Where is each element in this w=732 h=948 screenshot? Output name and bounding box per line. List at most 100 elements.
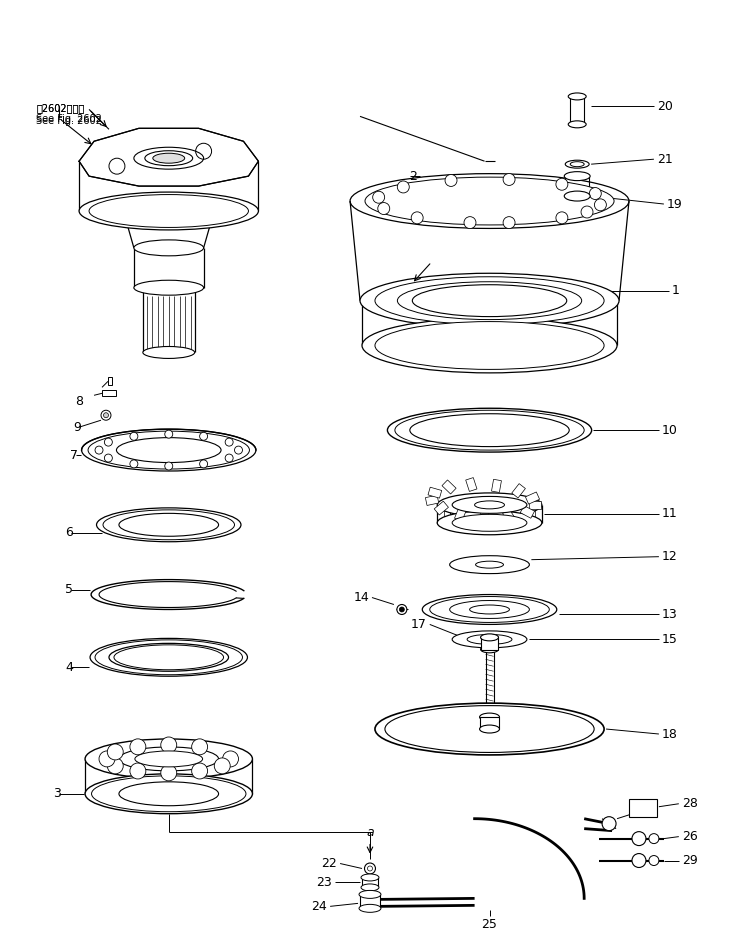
Ellipse shape: [481, 646, 498, 653]
Ellipse shape: [385, 705, 594, 753]
Circle shape: [411, 211, 423, 224]
Circle shape: [378, 203, 389, 214]
Ellipse shape: [568, 93, 586, 100]
Circle shape: [200, 460, 208, 468]
Ellipse shape: [350, 173, 629, 228]
Circle shape: [397, 605, 407, 614]
Circle shape: [130, 432, 138, 440]
Ellipse shape: [467, 634, 512, 645]
Ellipse shape: [360, 273, 619, 328]
Ellipse shape: [452, 497, 527, 514]
Text: a: a: [404, 294, 411, 307]
Bar: [503, 509, 516, 523]
Ellipse shape: [153, 154, 184, 163]
Ellipse shape: [85, 739, 253, 779]
Ellipse shape: [359, 904, 381, 912]
Circle shape: [367, 866, 373, 871]
Circle shape: [503, 173, 515, 186]
Ellipse shape: [134, 240, 203, 256]
Text: 4: 4: [65, 661, 73, 674]
Text: 26: 26: [681, 830, 698, 843]
Circle shape: [223, 751, 239, 767]
Ellipse shape: [479, 725, 499, 733]
Ellipse shape: [470, 605, 509, 614]
Text: 15: 15: [662, 633, 678, 646]
Circle shape: [225, 438, 233, 447]
Bar: [629, 799, 657, 816]
Text: 25: 25: [482, 919, 498, 931]
Circle shape: [108, 757, 123, 774]
Circle shape: [192, 738, 208, 755]
Ellipse shape: [452, 631, 527, 647]
Circle shape: [99, 751, 115, 767]
Text: 19: 19: [667, 197, 683, 210]
Circle shape: [130, 763, 146, 779]
Text: 12: 12: [662, 550, 678, 563]
Text: See Fig. 2602: See Fig. 2602: [37, 117, 102, 126]
Text: 8: 8: [75, 394, 83, 408]
Ellipse shape: [89, 194, 248, 228]
Circle shape: [556, 178, 568, 191]
Circle shape: [214, 757, 230, 774]
Ellipse shape: [375, 703, 604, 755]
Bar: [102, 391, 116, 396]
Text: 2: 2: [409, 170, 417, 183]
Ellipse shape: [412, 284, 567, 317]
Ellipse shape: [437, 493, 542, 517]
Ellipse shape: [568, 120, 586, 128]
Text: 11: 11: [662, 507, 678, 520]
Ellipse shape: [119, 514, 219, 537]
Ellipse shape: [570, 162, 584, 167]
Bar: [520, 505, 534, 519]
Circle shape: [200, 432, 208, 440]
Circle shape: [105, 438, 112, 447]
Text: a: a: [366, 826, 374, 839]
Circle shape: [130, 460, 138, 468]
Circle shape: [161, 737, 176, 753]
Ellipse shape: [109, 644, 228, 671]
Ellipse shape: [365, 177, 614, 225]
Circle shape: [95, 447, 103, 454]
Circle shape: [602, 816, 616, 830]
Bar: [466, 478, 477, 491]
Ellipse shape: [410, 413, 569, 447]
Ellipse shape: [479, 713, 499, 721]
Ellipse shape: [437, 511, 542, 535]
Bar: [360, 894, 380, 908]
Circle shape: [130, 738, 146, 755]
Text: 第2602図参照: 第2602図参照: [37, 103, 84, 114]
Circle shape: [445, 174, 457, 187]
Text: 24: 24: [311, 900, 327, 913]
Ellipse shape: [564, 191, 590, 201]
Bar: [570, 97, 584, 124]
Ellipse shape: [135, 751, 203, 767]
Ellipse shape: [422, 594, 557, 625]
Circle shape: [503, 217, 515, 228]
Ellipse shape: [145, 151, 193, 166]
Circle shape: [161, 765, 176, 781]
Text: 20: 20: [657, 100, 673, 113]
Ellipse shape: [114, 645, 223, 669]
Bar: [481, 637, 498, 650]
Ellipse shape: [88, 431, 250, 469]
Circle shape: [594, 199, 606, 210]
Ellipse shape: [103, 510, 234, 539]
Ellipse shape: [361, 874, 379, 881]
Circle shape: [400, 607, 404, 612]
Bar: [108, 377, 112, 385]
Ellipse shape: [375, 321, 604, 370]
Circle shape: [108, 744, 123, 760]
Ellipse shape: [375, 277, 604, 324]
Ellipse shape: [397, 282, 582, 319]
Circle shape: [225, 454, 233, 462]
Ellipse shape: [449, 556, 529, 574]
Ellipse shape: [362, 319, 617, 373]
Ellipse shape: [116, 438, 221, 463]
Bar: [526, 492, 539, 504]
Ellipse shape: [90, 638, 247, 676]
Circle shape: [581, 206, 593, 218]
Text: 21: 21: [657, 153, 673, 166]
Ellipse shape: [81, 429, 256, 471]
Circle shape: [105, 454, 112, 462]
Polygon shape: [79, 128, 258, 186]
